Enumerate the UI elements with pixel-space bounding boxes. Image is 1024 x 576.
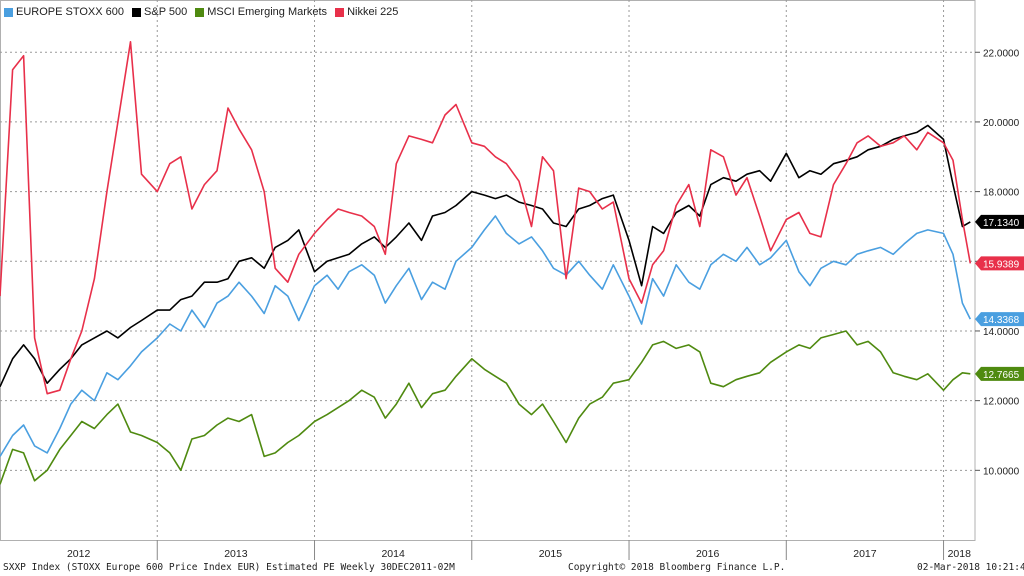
legend-item-msci-em: MSCI Emerging Markets [195,6,327,18]
x-tick-label-5: 2017 [853,548,877,560]
legend-swatch-stoxx600 [4,7,13,17]
legend-swatch-sp500 [132,7,142,17]
legend-label-msci-em: MSCI Emerging Markets [207,6,328,18]
footer-timestamp: 02-Mar-2018 10:21:42 [917,562,1024,573]
legend-label-nikkei: Nikkei 225 [347,6,399,18]
last-value-tag-0: 14.3368 [975,312,1024,327]
last-value-tag-bg-1 [975,214,1024,229]
legend-swatch-nikkei [335,7,345,17]
last-value-tag-bg-3 [975,256,1024,271]
footer-bar: SXXP Index (STOXX Europe 600 Price Index… [0,560,1024,576]
y-tick-label-4: 18.0000 [983,188,1020,199]
x-tick-label-3: 2015 [539,548,563,560]
legend-item-nikkei: Nikkei 225 [335,6,398,18]
line-chart: 10.000012.000014.000016.000018.000020.00… [0,0,1024,560]
last-value-tag-bg-2 [975,366,1024,381]
last-value-tag-label-1: 17.1340 [983,218,1020,229]
legend-label-stoxx600: EUROPE STOXX 600 [16,6,125,18]
last-value-tag-label-2: 12.7665 [983,370,1020,381]
legend-label-sp500: S&P 500 [144,6,188,18]
legend-item-sp500: S&P 500 [132,6,187,18]
footer-copyright: Copyright© 2018 Bloomberg Finance L.P. [568,562,786,573]
x-tick-label-0: 2012 [67,548,91,560]
last-value-tag-3: 15.9389 [975,256,1024,271]
legend-swatch-msci-em [195,7,205,17]
footer-source: SXXP Index (STOXX Europe 600 Price Index… [3,562,455,573]
x-tick-label-6: 2018 [948,548,972,560]
y-tick-label-1: 12.0000 [983,397,1020,408]
y-tick-label-0: 10.0000 [983,466,1020,477]
last-value-tag-label-3: 15.9389 [983,259,1020,270]
x-tick-label-4: 2016 [696,548,720,560]
last-value-tag-2: 12.7665 [975,366,1024,381]
x-tick-label-2: 2014 [381,548,405,560]
x-tick-label-1: 2013 [224,548,248,560]
series-line-0 [0,215,972,457]
last-value-tag-bg-0 [975,312,1024,327]
last-value-tag-1: 17.1340 [975,214,1024,229]
last-value-tag-label-0: 14.3368 [983,315,1020,326]
y-tick-label-2: 14.0000 [983,327,1020,338]
legend-item-stoxx600: EUROPE STOXX 600 [4,6,124,18]
series-line-1 [0,124,971,388]
plot-area [0,0,976,541]
series-line-2 [0,330,971,485]
y-tick-label-6: 22.0000 [983,48,1020,59]
legend: EUROPE STOXX 600 S&P 500 MSCI Emerging M… [4,6,398,18]
series-line-3 [0,40,972,395]
y-tick-label-5: 20.0000 [983,118,1020,129]
